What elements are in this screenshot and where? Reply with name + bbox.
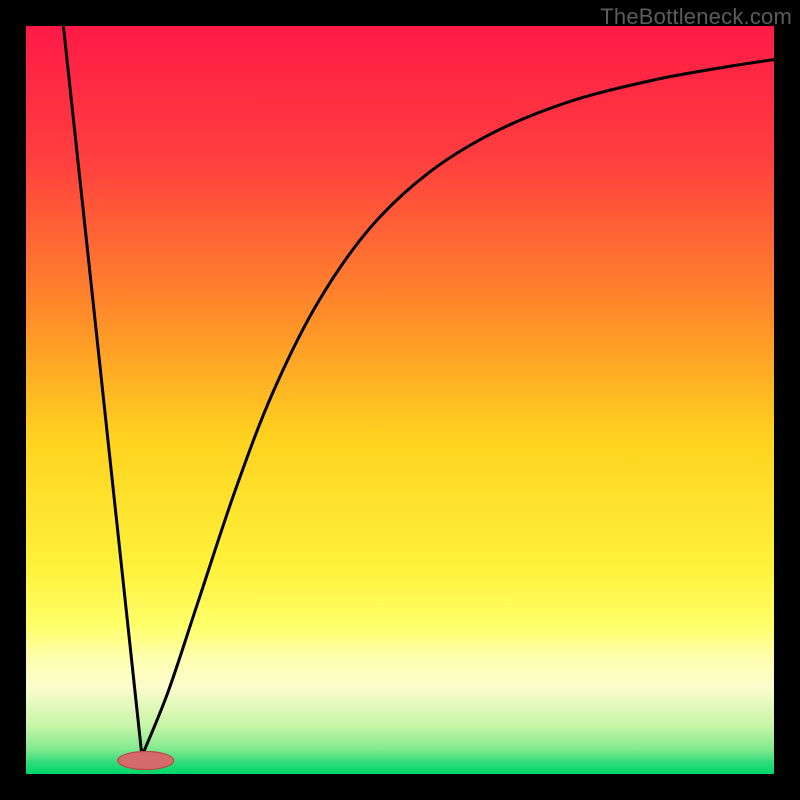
plot-area [26,26,774,774]
chart-svg [0,0,800,800]
min-marker [118,752,174,770]
chart-container: TheBottleneck.com [0,0,800,800]
watermark-text: TheBottleneck.com [600,4,792,30]
